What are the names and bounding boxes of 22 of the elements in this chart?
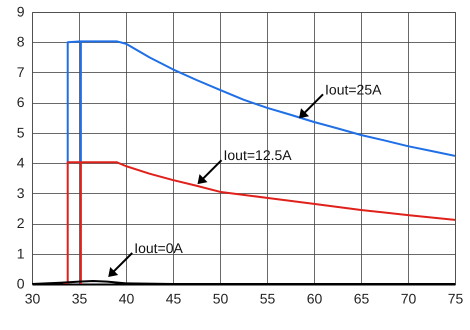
y-tick-label: 7 [16, 64, 25, 80]
y-tick-label: 6 [16, 94, 25, 110]
x-tick-label: 45 [166, 290, 182, 306]
y-tick-label: 1 [16, 245, 25, 262]
y-tick-label: 8 [16, 34, 25, 50]
y-tick-label: 2 [16, 215, 25, 232]
x-tick-label: 40 [118, 290, 134, 306]
x-tick-label: 65 [354, 290, 370, 306]
x-tick-label: 35 [72, 290, 88, 306]
x-tick-label: 30 [24, 290, 40, 306]
x-tick-label: 50 [212, 290, 228, 306]
x-tick-label: 70 [400, 290, 416, 306]
y-tick-label: 9 [16, 4, 25, 20]
x-tick-label: 60 [306, 290, 322, 306]
y-tick-label: 4 [16, 154, 25, 171]
y-tick-label: 3 [16, 184, 25, 201]
y-tick-label: 0 [16, 276, 25, 292]
y-tick-label: 5 [16, 124, 25, 140]
line-series [62, 161, 455, 284]
x-tick-label: 75 [448, 290, 464, 306]
line-series [66, 40, 455, 164]
x-tick-label: 55 [260, 290, 276, 306]
